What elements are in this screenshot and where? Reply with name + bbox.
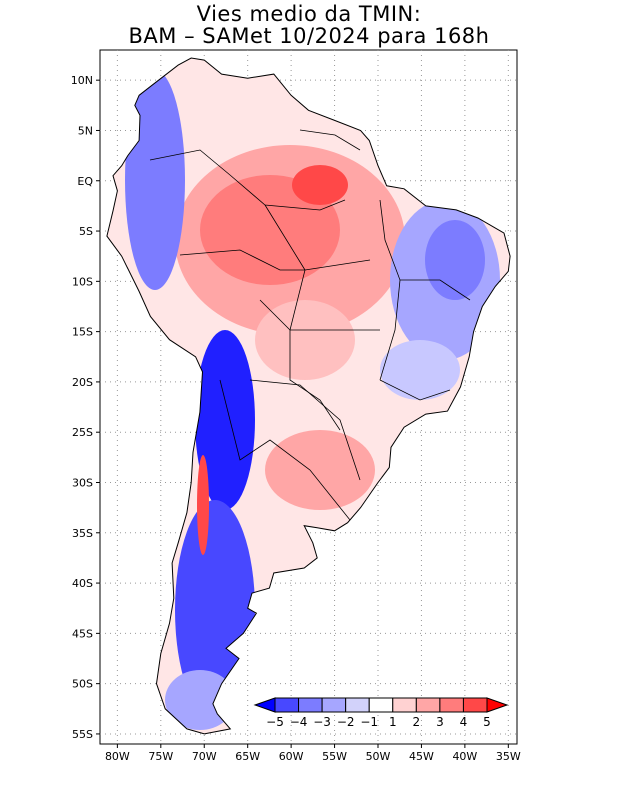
lon-tick-label: 55W: [322, 750, 347, 763]
colorbar-label: 4: [460, 715, 468, 729]
colorbar-box: [274, 697, 300, 713]
colorbar-box: [439, 697, 464, 713]
lon-tick-label: 40W: [452, 750, 477, 763]
lat-tick-label: 50S: [72, 678, 93, 691]
lon-tick-label: 75W: [148, 750, 173, 763]
colorbar-box: [415, 697, 441, 713]
warm-bias-mato-grosso: [255, 300, 355, 380]
warm-bias-south-brazil: [265, 430, 375, 510]
colorbar: −5 −4 −3 −2 −1 1 2 3 4 5: [253, 697, 509, 729]
lat-tick-label: 25S: [72, 426, 93, 439]
title-line-2: BAM – SAMet 10/2024 para 168h: [128, 24, 490, 48]
lon-tick-label: 45W: [409, 750, 434, 763]
lat-tick-label: 20S: [72, 376, 93, 389]
country-borders: [149, 129, 471, 521]
colorbar-box: [462, 697, 488, 713]
bias-fields: [125, 70, 500, 730]
lat-tick-label: 10S: [72, 275, 93, 288]
colorbar-label: 1: [389, 715, 397, 729]
lat-tick-label: EQ: [77, 175, 93, 188]
latitude-labels: 10N 5N EQ 5S 10S 15S 20S 25S 30S 35S 40S 45S 50S 55S: [71, 74, 94, 741]
warm-bias-amazon-core: [200, 175, 340, 285]
colorbar-box: [392, 697, 417, 713]
lat-tick-label: 35S: [72, 527, 93, 540]
title-line-1: Vies medio da TMIN:: [196, 2, 422, 26]
colorbar-box: [368, 697, 394, 713]
cool-bias-andes-central: [195, 330, 255, 510]
colorbar-label: −3: [313, 715, 331, 729]
colorbar-label: −2: [337, 715, 355, 729]
lat-tick-label: 5N: [78, 124, 93, 137]
lat-tick-label: 15S: [72, 326, 93, 339]
warm-bias-chile-strip: [197, 455, 209, 555]
colorbar-label: −4: [290, 715, 308, 729]
lon-tick-label: 65W: [235, 750, 260, 763]
colorbar-label: 2: [413, 715, 421, 729]
lon-tick-label: 50W: [366, 750, 391, 763]
lon-tick-label: 80W: [105, 750, 130, 763]
colorbar-max-arrow: [486, 697, 509, 713]
lat-tick-label: 10N: [71, 74, 93, 87]
colorbar-box: [345, 697, 370, 713]
cool-bias-southeast: [380, 340, 460, 400]
coastline: [106, 57, 511, 735]
lon-tick-label: 35W: [496, 750, 521, 763]
lat-tick-label: 30S: [72, 476, 93, 489]
colorbar-label: −5: [266, 715, 284, 729]
lon-tick-label: 60W: [279, 750, 304, 763]
lat-tick-label: 5S: [79, 225, 93, 238]
cool-bias-patagonia-south: [165, 670, 235, 730]
colorbar-box: [321, 697, 347, 713]
cool-bias-northeast-core: [425, 220, 485, 300]
colorbar-box: [298, 697, 323, 713]
longitude-labels: 80W 75W 70W 65W 60W 55W 50W 45W 40W 35W: [105, 750, 521, 763]
lat-tick-label: 40S: [72, 577, 93, 590]
colorbar-label: −1: [360, 715, 378, 729]
lat-tick-label: 45S: [72, 627, 93, 640]
lat-tick-label: 55S: [72, 728, 93, 741]
colorbar-label: 3: [436, 715, 444, 729]
warm-bias-north-core: [292, 165, 348, 205]
colorbar-label: 5: [483, 715, 491, 729]
lon-tick-label: 70W: [192, 750, 217, 763]
